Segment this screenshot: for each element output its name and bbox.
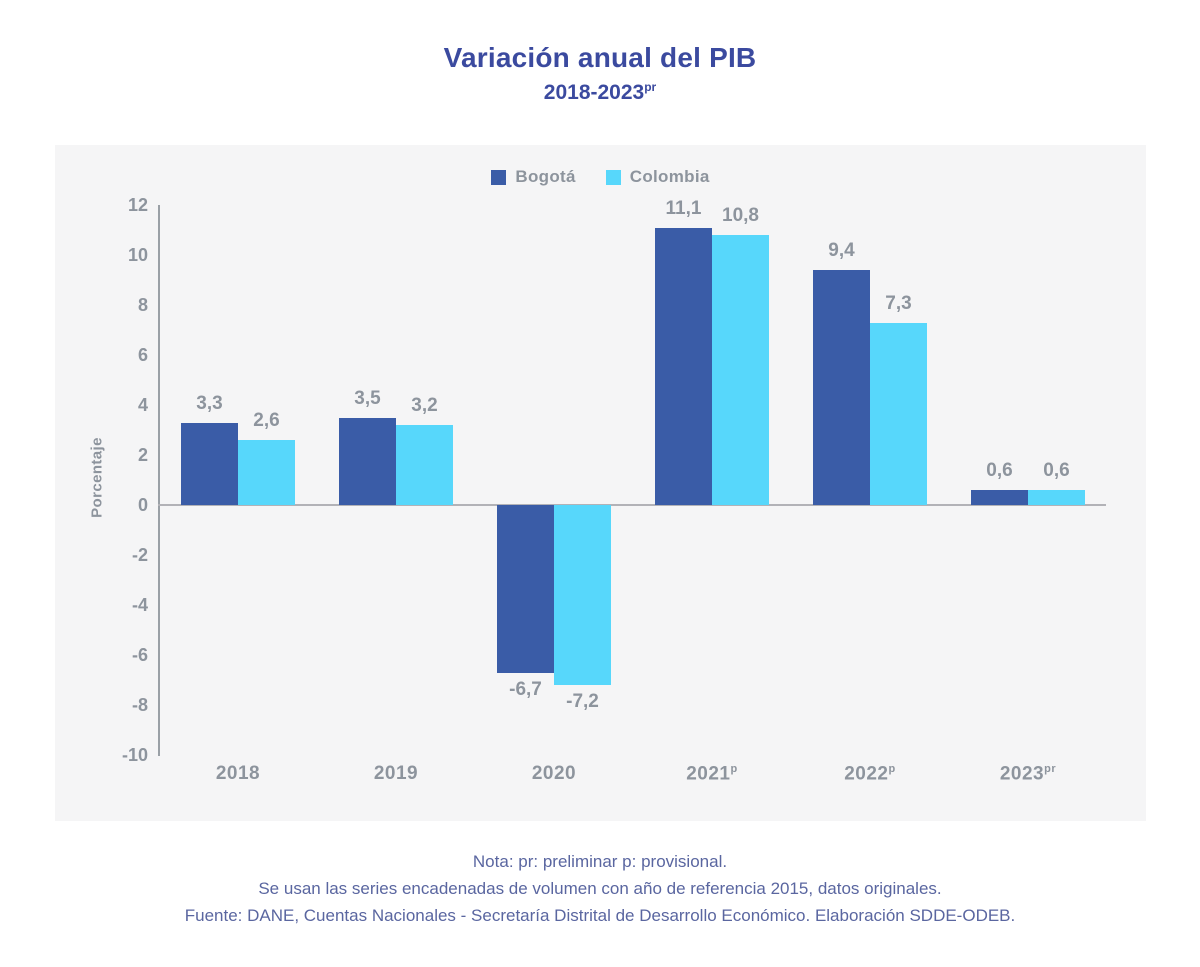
- x-axis-label-2023: 2023pr: [999, 763, 1057, 785]
- legend-item-bogota: Bogotá: [491, 167, 575, 187]
- y-tick-label--6: -6: [131, 645, 148, 665]
- bar-colombia-2022: [870, 322, 927, 505]
- y-tick-label-6: 6: [137, 345, 148, 365]
- bar-colombia-2020: [554, 505, 611, 685]
- legend-swatch-colombia: [605, 169, 621, 185]
- footer-notes: Nota: pr: preliminar p: provisional. Se …: [0, 848, 1200, 929]
- chart-subtitle-years: 2018-2023: [543, 81, 645, 104]
- bar-bogot-2023: [971, 490, 1028, 505]
- bar-value-label-colombia-2023: 0,6: [1043, 460, 1070, 481]
- x-axis-label-2019: 2019: [373, 763, 419, 784]
- bar-value-label-colombia-2021: 10,8: [722, 205, 759, 226]
- bar-value-label-colombia-2020: -7,2: [566, 691, 599, 712]
- chart-legend: Bogotá Colombia: [55, 167, 1146, 187]
- chart-subtitle-superscript: pr: [644, 80, 657, 94]
- legend-label-bogota: Bogotá: [515, 167, 576, 186]
- bar-bogot-2020: [497, 505, 554, 673]
- bar-value-label-bogot-2022: 9,4: [828, 240, 855, 261]
- y-tick-label-0: 0: [137, 495, 148, 515]
- footer-note-line3: Fuente: DANE, Cuentas Nacionales - Secre…: [184, 906, 1016, 925]
- y-tick-label-8: 8: [137, 295, 148, 315]
- bar-value-label-bogot-2021: 11,1: [665, 197, 702, 219]
- bar-bogot-2019: [339, 417, 396, 505]
- y-tick-label--8: -8: [131, 695, 148, 715]
- chart-panel: Bogotá Colombia Porcentaje 12 10 8 6 4 2 0 -2 -4…: [55, 145, 1146, 821]
- legend-label-colombia: Colombia: [629, 167, 710, 186]
- bar-value-label-colombia-2022: 7,3: [885, 292, 912, 314]
- footer-note-line2: Se usan las series encadenadas de volume…: [258, 879, 942, 898]
- chart-subtitle: 2018-2023pr: [0, 80, 1200, 105]
- y-tick-label-4: 4: [137, 395, 148, 415]
- legend-swatch-bogota: [491, 169, 507, 185]
- bar-colombia-2021: [712, 235, 769, 505]
- x-axis-label-2022: 2022p: [844, 763, 896, 785]
- bar-bogot-2018: [181, 422, 238, 505]
- x-axis-label-2018: 2018: [215, 763, 261, 784]
- bar-value-label-bogot-2020: -6,7: [509, 678, 542, 700]
- bar-bogot-2021: [655, 227, 712, 505]
- bar-value-label-bogot-2023: 0,6: [986, 460, 1013, 481]
- bar-bogot-2022: [813, 270, 870, 505]
- x-axis-label-2021: 2021p: [686, 763, 738, 785]
- chart-title: Variación anual del PIB: [443, 42, 757, 73]
- y-axis-title: Porcentaje: [88, 437, 106, 518]
- y-tick-label--4: -4: [131, 595, 148, 615]
- bar-value-label-bogot-2018: 3,3: [196, 392, 223, 414]
- y-tick-label--2: -2: [131, 545, 148, 565]
- bar-colombia-2018: [238, 440, 295, 505]
- bar-colombia-2019: [396, 425, 453, 505]
- chart-header: Variación anual del PIB 2018-2023pr: [0, 0, 1200, 105]
- y-tick-label-10: 10: [127, 245, 148, 265]
- bar-value-label-bogot-2019: 3,5: [354, 387, 381, 409]
- y-tick-label-12: 12: [127, 195, 148, 215]
- bar-colombia-2023: [1028, 490, 1085, 505]
- x-axis-label-2020: 2020: [531, 763, 577, 784]
- y-tick-label--10: -10: [121, 745, 148, 765]
- bar-value-label-colombia-2019: 3,2: [411, 395, 438, 416]
- bar-value-label-colombia-2018: 2,6: [253, 410, 280, 431]
- footer-note-line1: Nota: pr: preliminar p: provisional.: [472, 852, 728, 871]
- zero-axis-line: [158, 504, 1106, 506]
- legend-item-colombia: Colombia: [605, 167, 710, 187]
- y-axis-line: [158, 205, 160, 756]
- y-tick-label-2: 2: [137, 445, 148, 465]
